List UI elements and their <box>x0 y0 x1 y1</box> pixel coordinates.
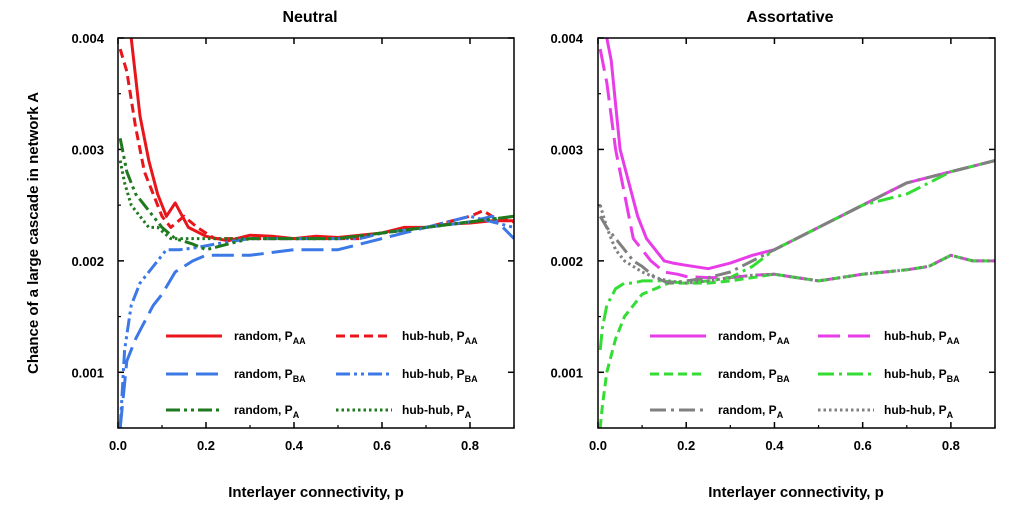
x-tick-label: 0.0 <box>589 438 607 453</box>
legend-label: random, PBA <box>234 367 306 384</box>
plot-area <box>598 38 995 428</box>
legend-label: random, PA <box>234 403 300 420</box>
legend-label: hub-hub, PBA <box>884 367 960 384</box>
plot-frame <box>117 37 515 429</box>
series-line <box>605 38 995 271</box>
legend-label: hub-hub, PAA <box>402 329 478 346</box>
x-axis-label: Interlayer connectivity, p <box>228 484 404 501</box>
y-tick-label: 0.004 <box>71 31 104 46</box>
x-tick-label: 0.8 <box>942 438 960 453</box>
y-tick-label: 0.002 <box>550 254 583 269</box>
legend-label: random, PBA <box>718 367 790 384</box>
series-line <box>118 214 514 428</box>
series-line <box>129 38 514 243</box>
y-tick-label: 0.002 <box>71 254 104 269</box>
series-line <box>598 204 995 285</box>
panel-neutral: Neutral Chance of a large cascade in net… <box>25 9 515 501</box>
panel-title: Neutral <box>282 9 337 26</box>
x-tick-label: 0.6 <box>854 438 872 453</box>
x-tick-label: 0.8 <box>461 438 479 453</box>
legend-label: hub-hub, PA <box>884 403 954 420</box>
series-line <box>118 160 514 241</box>
plot-area <box>118 38 514 428</box>
panel-assortative: Assortative Interlayer connectivity, p 0… <box>550 9 996 501</box>
series-line <box>118 138 514 252</box>
panel-title: Assortative <box>746 9 833 26</box>
series-line <box>598 48 995 283</box>
legend-label: random, PAA <box>234 329 306 346</box>
x-tick-label: 0.4 <box>285 438 304 453</box>
legend-label: hub-hub, PBA <box>402 367 478 384</box>
legend-label: hub-hub, PA <box>402 403 472 420</box>
y-tick-label: 0.001 <box>550 365 583 380</box>
legend-label: random, PA <box>718 403 784 420</box>
legend-label: random, PAA <box>718 329 790 346</box>
y-axis-label: Chance of a large cascade in network A <box>25 92 42 374</box>
y-tick-label: 0.001 <box>71 365 104 380</box>
x-tick-label: 0.2 <box>677 438 695 453</box>
series-line <box>598 159 995 285</box>
legend: random, PAA hub-hub, PAA random, PBA hub-hu… <box>650 329 960 420</box>
x-tick-label: 0.6 <box>373 438 391 453</box>
legend-label: hub-hub, PAA <box>884 329 960 346</box>
y-tick-label: 0.004 <box>550 31 583 46</box>
plot-frame <box>597 37 996 429</box>
legend: random, PAA hub-hub, PAA random, PBA hub-hu… <box>166 329 478 420</box>
y-tick-label: 0.003 <box>550 142 583 157</box>
series-line <box>118 214 514 428</box>
axis-ticks: 0.0 0.2 0.4 0.6 0.8 0.001 0.002 0.003 0.004 <box>550 31 996 453</box>
x-tick-label: 0.0 <box>109 438 127 453</box>
x-tick-label: 0.2 <box>197 438 215 453</box>
x-tick-label: 0.4 <box>765 438 784 453</box>
y-tick-label: 0.003 <box>71 142 104 157</box>
series-line <box>598 253 995 428</box>
x-axis-label: Interlayer connectivity, p <box>708 484 884 501</box>
